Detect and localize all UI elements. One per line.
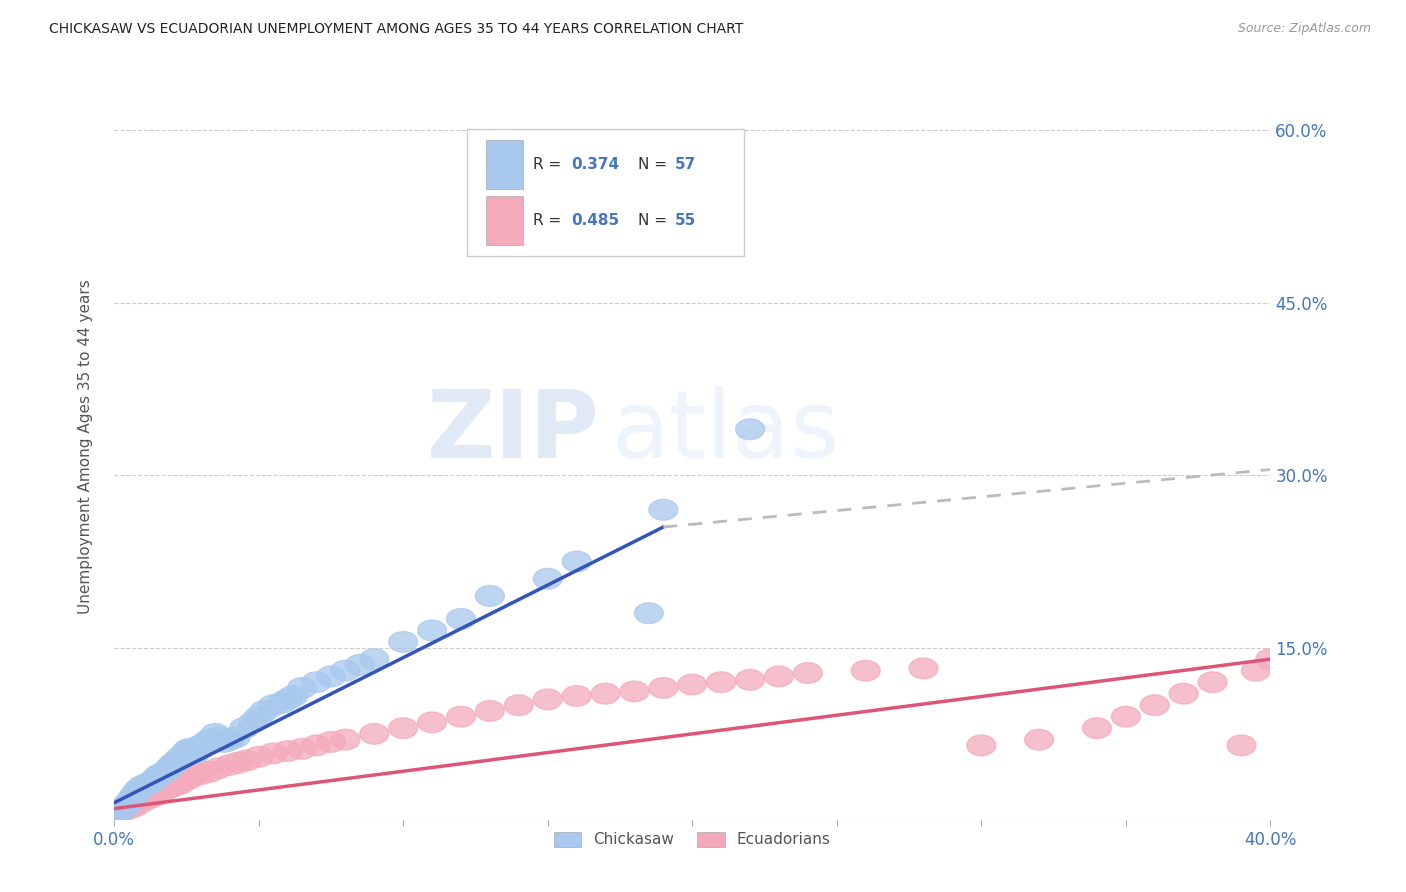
Text: CHICKASAW VS ECUADORIAN UNEMPLOYMENT AMONG AGES 35 TO 44 YEARS CORRELATION CHART: CHICKASAW VS ECUADORIAN UNEMPLOYMENT AMO… xyxy=(49,22,744,37)
Y-axis label: Unemployment Among Ages 35 to 44 years: Unemployment Among Ages 35 to 44 years xyxy=(79,279,93,614)
Text: 0.485: 0.485 xyxy=(571,213,619,228)
Text: N =: N = xyxy=(638,157,672,172)
Text: Source: ZipAtlas.com: Source: ZipAtlas.com xyxy=(1237,22,1371,36)
Text: R =: R = xyxy=(533,213,565,228)
Text: ZIP: ZIP xyxy=(427,385,600,477)
Text: R =: R = xyxy=(533,157,565,172)
Text: 57: 57 xyxy=(675,157,696,172)
FancyBboxPatch shape xyxy=(467,129,744,256)
FancyBboxPatch shape xyxy=(486,196,523,244)
Text: atlas: atlas xyxy=(612,385,839,477)
FancyBboxPatch shape xyxy=(486,140,523,188)
Text: 0.374: 0.374 xyxy=(571,157,619,172)
Text: 55: 55 xyxy=(675,213,696,228)
Legend: Chickasaw, Ecuadorians: Chickasaw, Ecuadorians xyxy=(547,826,837,854)
Text: N =: N = xyxy=(638,213,672,228)
